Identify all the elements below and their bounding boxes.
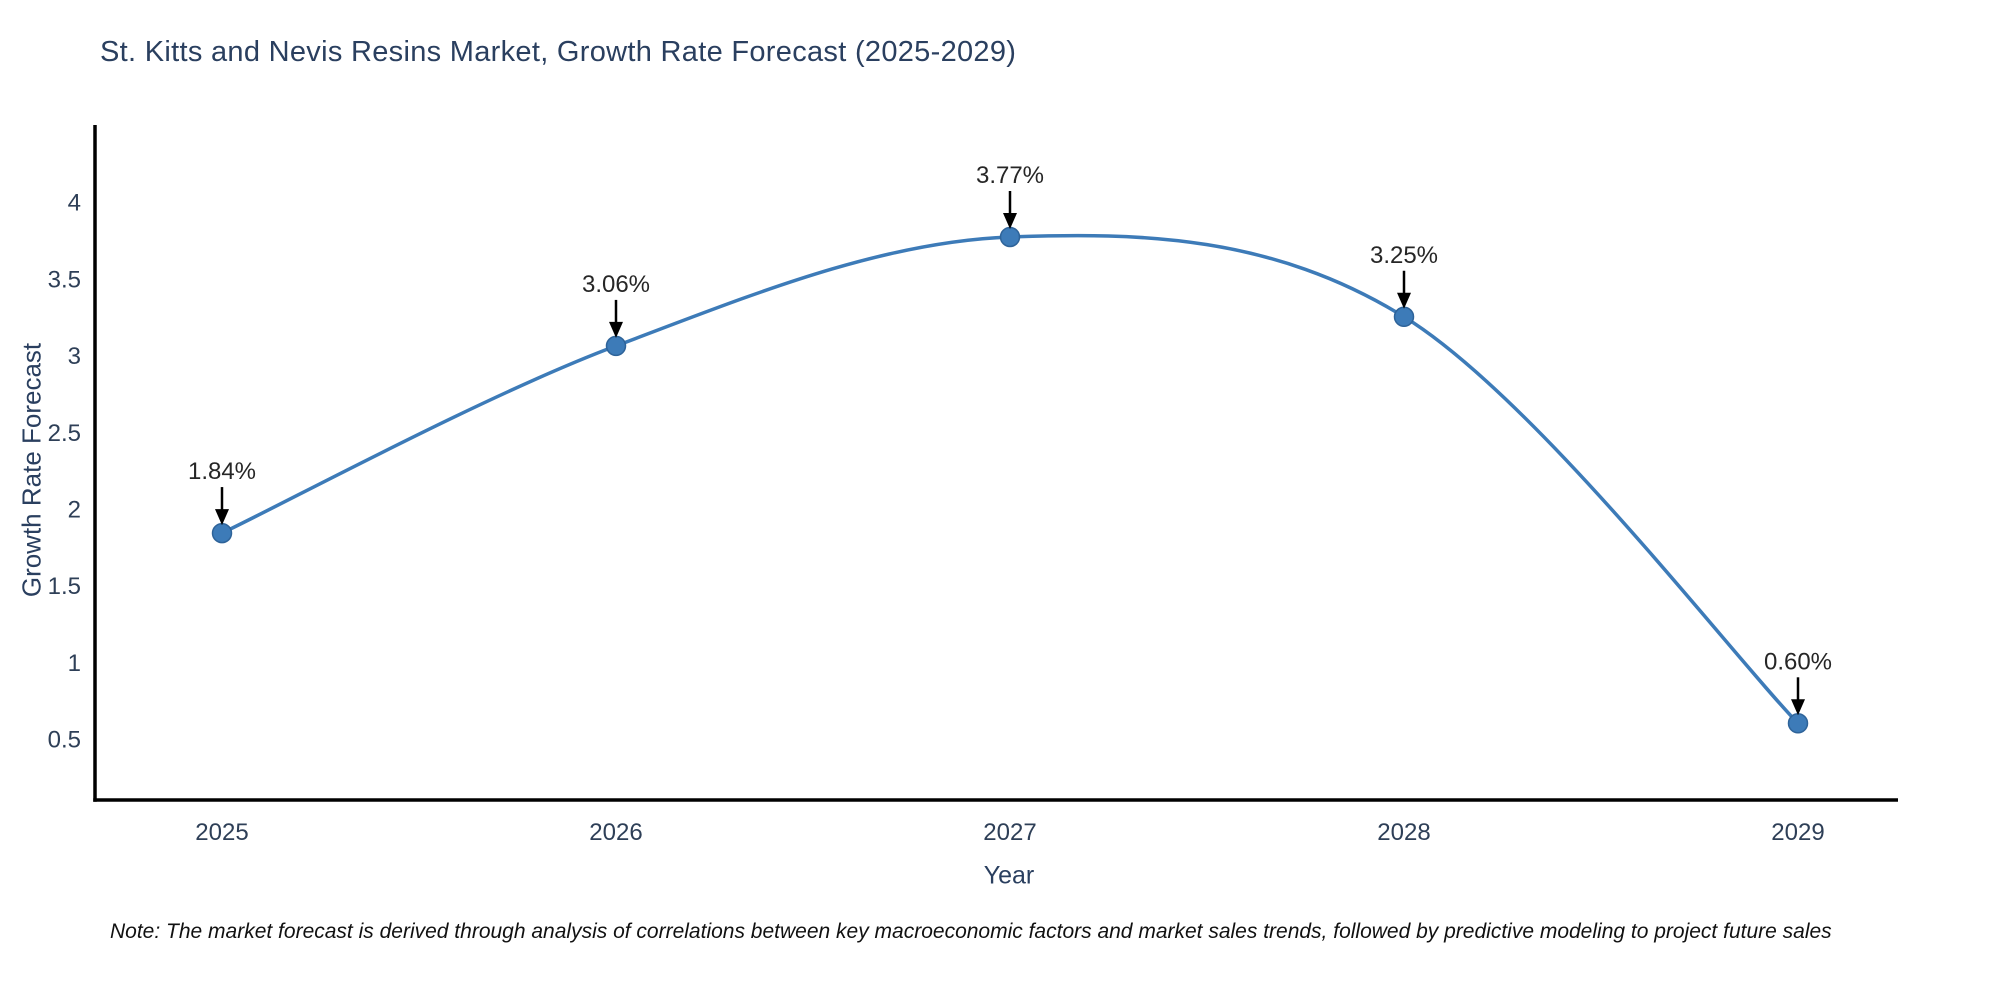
footnote: Note: The market forecast is derived thr… [110, 920, 1832, 943]
annotation-arrowhead [215, 509, 229, 526]
data-point-label: 0.60% [1764, 648, 1832, 675]
annotation-arrowhead [1791, 699, 1805, 716]
data-point-label: 3.06% [582, 271, 650, 298]
y-tick-label: 3 [68, 343, 81, 370]
y-tick-label: 0.5 [48, 727, 81, 754]
x-axis-title: Year [983, 861, 1035, 890]
data-point-marker [1787, 713, 1809, 734]
x-tick-label: 2026 [589, 819, 642, 846]
x-tick-label: 2028 [1377, 819, 1430, 846]
data-point-marker [605, 335, 627, 357]
trend-line [220, 233, 1800, 726]
y-tick-label: 1.5 [48, 573, 81, 600]
annotation-arrowhead [609, 321, 623, 338]
data-point-marker [211, 522, 233, 544]
data-point-marker [1393, 306, 1415, 328]
annotation-arrowhead [1003, 212, 1017, 229]
x-tick-label: 2027 [983, 819, 1036, 846]
x-tick-label: 2029 [1771, 819, 1824, 846]
data-point-label: 1.84% [188, 458, 256, 485]
y-tick-label: 1 [68, 650, 81, 677]
y-tick-label: 2.5 [48, 420, 81, 447]
annotation-arrowhead [1397, 292, 1411, 309]
y-tick-label: 4 [68, 190, 81, 217]
data-point-label: 3.77% [976, 162, 1044, 189]
y-tick-label: 3.5 [48, 266, 81, 293]
x-tick-label: 2025 [195, 819, 248, 846]
chart-title: St. Kitts and Nevis Resins Market, Growt… [100, 36, 1017, 68]
data-point-marker [999, 226, 1021, 248]
data-point-label: 3.25% [1370, 242, 1438, 269]
y-tick-label: 2 [68, 497, 81, 524]
